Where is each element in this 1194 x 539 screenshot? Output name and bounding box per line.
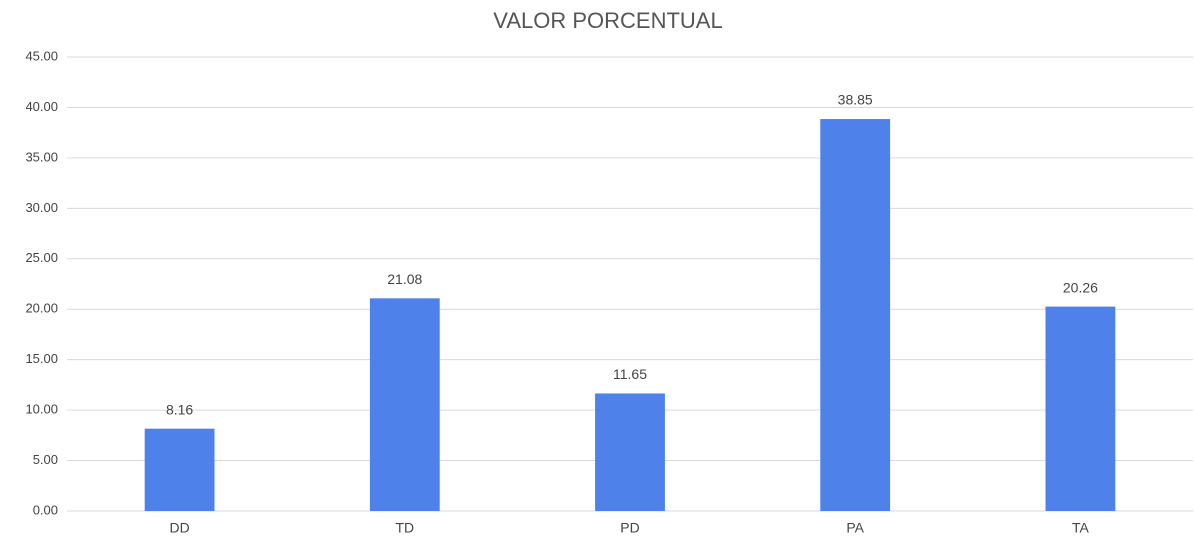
- x-tick-label: TD: [395, 520, 414, 536]
- x-tick-label: DD: [169, 520, 189, 536]
- y-tick-label: 20.00: [25, 301, 58, 316]
- y-tick-label: 10.00: [25, 402, 58, 417]
- bar: [369, 298, 440, 511]
- y-tick-label: 5.00: [33, 452, 58, 467]
- x-tick-label: TA: [1072, 520, 1090, 536]
- data-label: 11.65: [613, 366, 647, 382]
- x-tick-label: PA: [846, 520, 864, 536]
- x-tick-label: PD: [620, 520, 639, 536]
- data-label: 8.16: [166, 401, 193, 417]
- y-tick-label: 30.00: [25, 200, 58, 215]
- y-tick-label: 25.00: [25, 250, 58, 265]
- data-label: 21.08: [387, 271, 422, 287]
- chart-title: VALOR PORCENTUAL: [493, 8, 722, 33]
- y-tick-label: 35.00: [25, 149, 58, 164]
- y-tick-label: 40.00: [25, 99, 58, 114]
- y-tick-label: 0.00: [33, 502, 58, 517]
- data-label: 20.26: [1063, 279, 1098, 295]
- y-tick-label: 15.00: [25, 351, 58, 366]
- bar: [144, 428, 215, 511]
- data-label: 38.85: [838, 92, 873, 108]
- y-tick-label: 45.00: [25, 48, 58, 63]
- bar: [1045, 306, 1116, 511]
- bar: [595, 393, 665, 511]
- bar: [820, 119, 891, 512]
